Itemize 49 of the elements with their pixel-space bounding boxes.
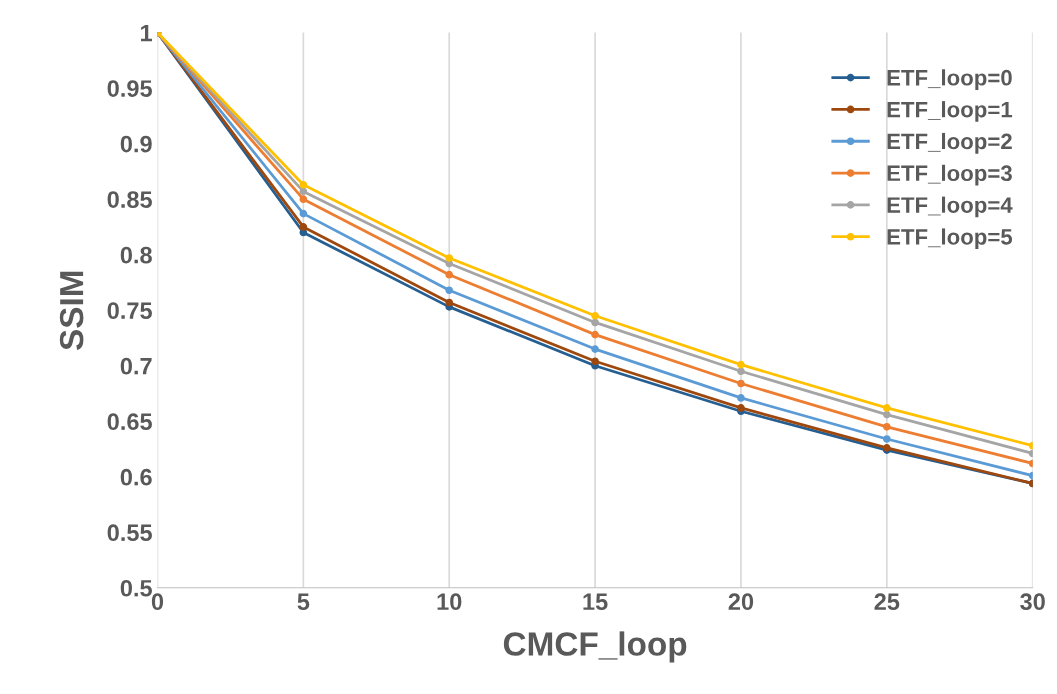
y-tick-label: 0.65 <box>107 413 152 431</box>
legend-label: ETF_loop=1 <box>887 101 1013 122</box>
point <box>445 254 454 262</box>
y-tick-label: 0.95 <box>107 80 152 97</box>
y-tick-label: 1 <box>140 24 152 42</box>
x-tick-label: 5 <box>297 593 310 611</box>
point <box>591 357 599 366</box>
point <box>883 410 891 419</box>
y-tick-label: 0.7 <box>120 357 152 375</box>
point <box>445 298 454 307</box>
x-tick-label: 20 <box>728 593 754 611</box>
y-tick-label: 0.85 <box>107 191 152 208</box>
x-tick-label: 10 <box>437 593 462 611</box>
y-tick-label: 0.6 <box>120 468 152 486</box>
point <box>737 394 745 402</box>
legend-label: ETF_loop=4 <box>887 196 1013 218</box>
y-tick-label: 0.75 <box>107 302 152 320</box>
point <box>591 311 599 320</box>
x-tick-label: 25 <box>874 593 900 611</box>
y-tick-label: 0.5 <box>120 579 152 597</box>
point <box>299 187 308 196</box>
point <box>445 270 454 279</box>
point <box>737 360 745 369</box>
legend-label: ETF_loop=2 <box>887 132 1012 154</box>
point <box>591 345 599 353</box>
x-tick-label: 15 <box>583 593 608 611</box>
legend-label: ETF_loop=3 <box>887 164 1012 186</box>
x-axis-title: CMCF_loop <box>503 631 687 663</box>
x-tick-label: 0 <box>151 593 164 611</box>
point <box>883 422 891 431</box>
y-tick-label: 0.8 <box>120 246 152 264</box>
point <box>737 367 745 376</box>
x-tick-label: 30 <box>1020 593 1045 611</box>
point <box>591 330 599 339</box>
legend-label: ETF_loop=0 <box>887 69 1012 90</box>
y-axis-title: SSIM <box>59 271 84 351</box>
point <box>737 379 745 388</box>
y-tick-label: 0.9 <box>120 135 152 153</box>
y-tick-label: 0.55 <box>107 524 152 542</box>
point <box>299 180 308 189</box>
point <box>883 435 891 443</box>
point <box>883 404 891 412</box>
point <box>445 286 454 295</box>
point <box>299 195 308 203</box>
point <box>299 209 308 218</box>
point <box>737 404 745 412</box>
legend-label: ETF_loop=5 <box>887 228 1013 250</box>
point <box>591 318 599 327</box>
point <box>299 223 308 231</box>
